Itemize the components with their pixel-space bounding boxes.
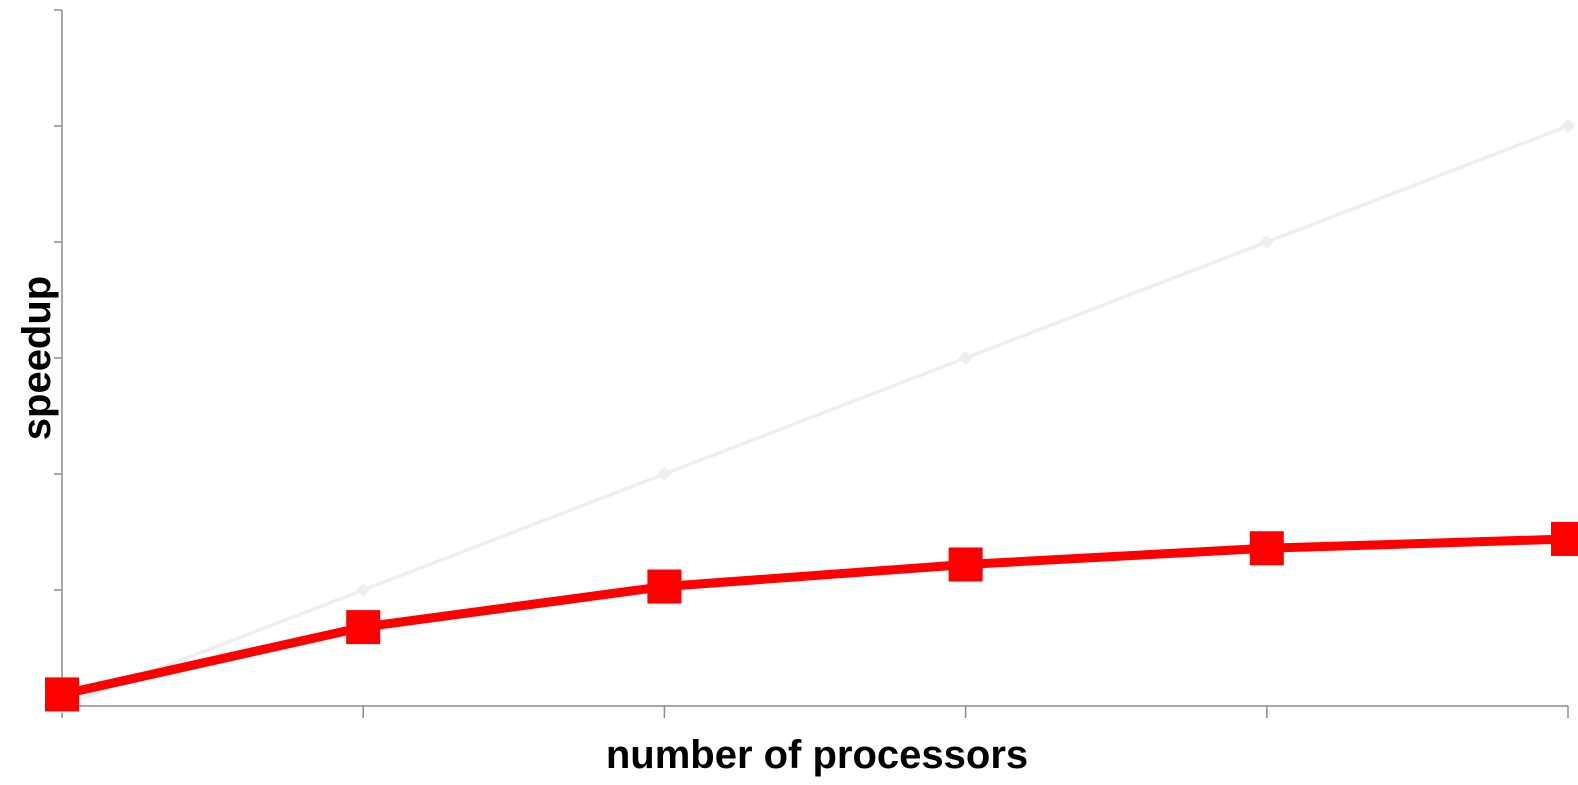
series-line bbox=[61, 534, 1569, 699]
diamond-marker bbox=[657, 467, 672, 481]
plot-area bbox=[45, 9, 1578, 718]
square-marker bbox=[1249, 531, 1284, 566]
diamond-marker bbox=[958, 351, 973, 365]
square-marker bbox=[45, 677, 79, 712]
square-marker bbox=[948, 547, 983, 582]
series-layer bbox=[45, 119, 1578, 713]
x-axis-title: number of processors bbox=[606, 733, 1028, 777]
square-marker bbox=[1551, 521, 1578, 556]
square-marker bbox=[647, 569, 682, 604]
diamond-marker bbox=[1561, 119, 1575, 133]
axis-ticks bbox=[54, 9, 1569, 718]
square-marker bbox=[346, 610, 381, 645]
y-axis-title: speedup bbox=[15, 276, 59, 440]
measured-speedup-series bbox=[45, 521, 1578, 712]
diamond-marker bbox=[1259, 235, 1274, 249]
ideal-speedup-series bbox=[55, 119, 1575, 713]
diamond-marker bbox=[356, 583, 371, 597]
series-line bbox=[61, 124, 1569, 708]
